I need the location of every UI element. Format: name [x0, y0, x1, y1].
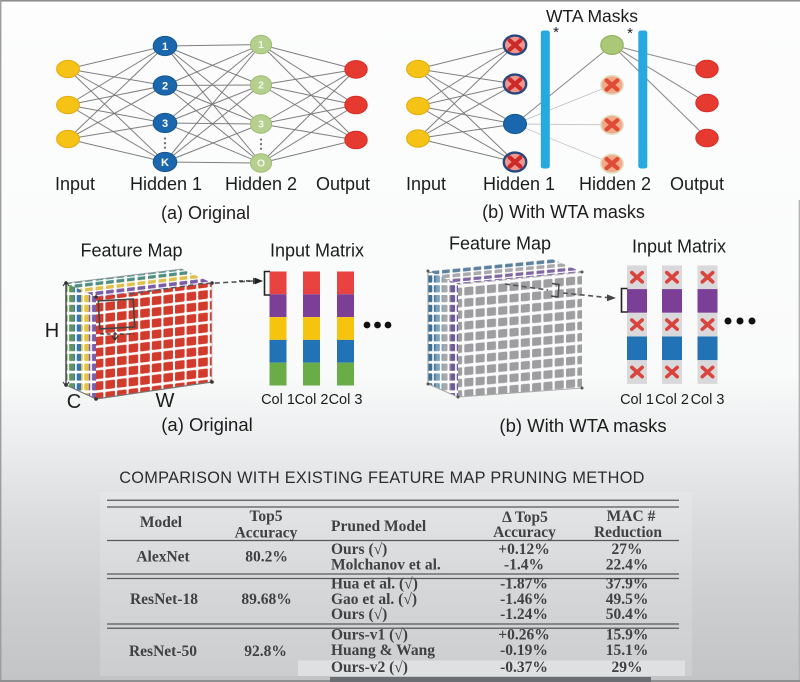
svg-text:Hua et al. (√): Hua et al. (√)	[331, 576, 418, 593]
svg-text:50.4%: 50.4%	[606, 606, 649, 623]
svg-text:Δ Top5: Δ Top5	[502, 509, 548, 526]
svg-text:Feature Map: Feature Map	[80, 241, 182, 261]
svg-text:2: 2	[258, 80, 264, 92]
svg-text:AlexNet: AlexNet	[136, 549, 190, 566]
svg-text:80.2%: 80.2%	[245, 549, 288, 566]
svg-text:Accuracy: Accuracy	[235, 525, 298, 542]
svg-text:Ours (√): Ours (√)	[331, 541, 387, 558]
svg-text:C: C	[67, 391, 81, 413]
svg-text:1: 1	[162, 41, 168, 53]
svg-text:COMPARISON WITH EXISTING FEATU: COMPARISON WITH EXISTING FEATURE MAP PRU…	[119, 469, 644, 487]
svg-text:15.9%: 15.9%	[606, 627, 649, 644]
svg-text:37.9%: 37.9%	[606, 576, 649, 593]
svg-text:-1.87%: -1.87%	[500, 576, 548, 593]
svg-text:-0.37%: -0.37%	[500, 659, 548, 676]
svg-text:-1.4%: -1.4%	[504, 557, 544, 574]
svg-text:15.1%: 15.1%	[606, 642, 649, 659]
svg-text:H: H	[45, 320, 59, 342]
svg-text:27%: 27%	[612, 541, 643, 558]
svg-text:Gao et al. (√): Gao et al. (√)	[331, 591, 417, 608]
svg-text:Pruned Model: Pruned Model	[331, 518, 427, 535]
svg-text:Col 3: Col 3	[329, 392, 363, 408]
svg-text:MAC #: MAC #	[607, 508, 656, 525]
svg-text:Ours-v2 (√): Ours-v2 (√)	[331, 659, 408, 676]
svg-text:Output: Output	[316, 174, 370, 194]
svg-text:Col 2: Col 2	[295, 392, 329, 408]
svg-text:W: W	[156, 390, 175, 412]
svg-text:K: K	[161, 157, 169, 169]
svg-text:Hidden 1: Hidden 1	[130, 174, 202, 194]
svg-text:Hidden 2: Hidden 2	[579, 174, 651, 194]
svg-text:Output: Output	[670, 174, 724, 194]
svg-text:-1.46%: -1.46%	[500, 591, 548, 608]
svg-text:WTA Masks: WTA Masks	[546, 6, 638, 26]
svg-text:Model: Model	[140, 514, 183, 531]
svg-text:Col 1: Col 1	[261, 392, 295, 408]
svg-text:Ours-v1 (√): Ours-v1 (√)	[331, 627, 408, 644]
svg-text:-1.24%: -1.24%	[500, 606, 548, 623]
svg-text:Col 3: Col 3	[691, 392, 725, 408]
svg-text:Input Matrix: Input Matrix	[632, 237, 726, 257]
svg-text:-0.19%: -0.19%	[500, 642, 548, 659]
svg-text:(a) Original: (a) Original	[161, 414, 253, 435]
svg-text:(b) With WTA masks: (b) With WTA masks	[499, 415, 666, 436]
svg-text:22.4%: 22.4%	[606, 557, 649, 574]
svg-text:Top5: Top5	[249, 508, 282, 525]
svg-text:Huang & Wang: Huang & Wang	[331, 642, 435, 659]
svg-text:Input Matrix: Input Matrix	[270, 241, 364, 261]
svg-text:*: *	[553, 24, 559, 41]
svg-text:Molchanov et al.: Molchanov et al.	[331, 557, 441, 574]
svg-text:Feature Map: Feature Map	[449, 234, 551, 254]
svg-text:89.68%: 89.68%	[241, 591, 291, 608]
svg-text:Ours (√): Ours (√)	[331, 606, 387, 623]
svg-text:Reduction: Reduction	[594, 524, 662, 541]
svg-text:Hidden 2: Hidden 2	[225, 174, 297, 194]
svg-text:Input: Input	[406, 174, 446, 194]
svg-text:49.5%: 49.5%	[606, 591, 649, 608]
svg-text:O: O	[257, 158, 265, 170]
svg-text:ResNet-18: ResNet-18	[130, 591, 198, 608]
svg-text:(b) With WTA masks: (b) With WTA masks	[482, 202, 645, 222]
svg-text:1: 1	[258, 39, 264, 51]
svg-text:3: 3	[162, 118, 168, 130]
svg-text:Hidden 1: Hidden 1	[483, 174, 555, 194]
svg-text:Input: Input	[55, 174, 95, 194]
svg-text:*: *	[627, 25, 633, 42]
svg-text:ResNet-50: ResNet-50	[129, 643, 197, 660]
svg-text:Col 2: Col 2	[655, 392, 689, 408]
svg-text:92.8%: 92.8%	[244, 643, 287, 660]
svg-text:Accuracy: Accuracy	[493, 524, 556, 541]
svg-text:2: 2	[162, 80, 168, 92]
svg-text:Col 1: Col 1	[620, 392, 654, 408]
svg-text:+0.26%: +0.26%	[498, 627, 549, 644]
svg-text:(a) Original: (a) Original	[161, 203, 250, 223]
svg-text:3: 3	[258, 119, 264, 131]
svg-text:29%: 29%	[612, 659, 643, 676]
svg-text:+0.12%: +0.12%	[498, 541, 549, 558]
